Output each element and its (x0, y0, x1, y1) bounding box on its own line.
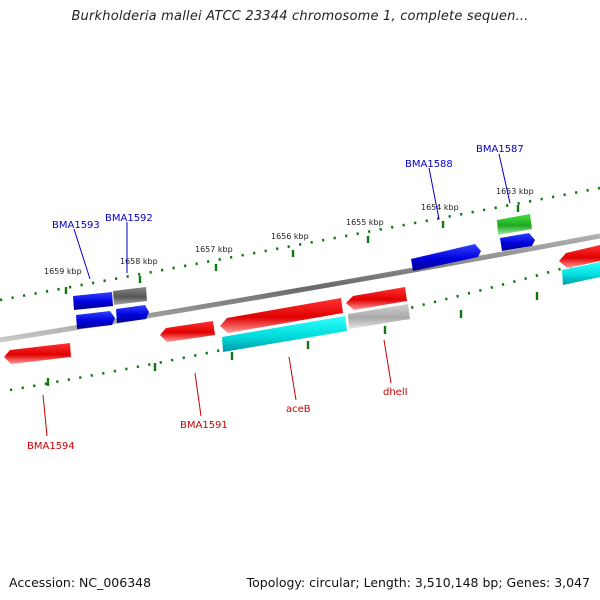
topology-summary: Topology: circular; Length: 3,510,148 bp… (246, 575, 590, 590)
label-leader-lines (42, 153, 511, 437)
outer-tick-ring (0, 186, 600, 302)
tick-label: 1655 kbp (346, 218, 384, 227)
pseudo-gene-feature[interactable] (113, 287, 147, 305)
gene-label[interactable]: aceB (286, 404, 311, 415)
gene-arrow-offscreen[interactable] (559, 245, 600, 268)
rna-feature[interactable] (497, 214, 532, 235)
gene-label[interactable]: BMA1592 (105, 213, 153, 224)
tick-label: 1659 kbp (44, 267, 82, 276)
tick-label: 1656 kbp (271, 232, 309, 241)
tick-label: 1653 kbp (496, 187, 534, 196)
gene-arrow-bma1591[interactable] (160, 321, 215, 342)
tick-label: 1657 kbp (195, 245, 233, 254)
outer-major-ticks (64, 205, 520, 294)
gene-arrow-bma1587[interactable] (500, 233, 535, 251)
tick-label: 1654 kbp (421, 203, 459, 212)
gene-label[interactable]: BMA1593 (52, 220, 100, 231)
gene-label[interactable]: BMA1591 (180, 420, 228, 431)
gray-feature[interactable] (348, 304, 410, 329)
gene-arrow-bma1594[interactable] (4, 343, 71, 364)
cyan-feature[interactable] (562, 262, 600, 285)
cyan-feature[interactable] (222, 316, 347, 352)
gene-arrow-dheli[interactable] (346, 287, 407, 310)
reverse-features[interactable] (4, 245, 600, 364)
gene-arrow-bma1588[interactable] (411, 244, 481, 271)
gene-arrow-cds[interactable] (76, 311, 115, 329)
gene-arrow-bma1593[interactable] (73, 292, 113, 310)
gene-label[interactable]: BMA1588 (405, 159, 453, 170)
map-title: Burkholderia mallei ATCC 23344 chromosom… (71, 9, 529, 24)
forward-features[interactable] (73, 214, 535, 329)
tick-label: 1658 kbp (120, 257, 158, 266)
gene-label[interactable]: BMA1594 (27, 441, 75, 452)
inner-major-ticks (46, 292, 539, 386)
gene-arrow-cds[interactable] (116, 305, 149, 323)
gene-label[interactable]: BMA1587 (476, 144, 524, 155)
accession-text: Accession: NC_006348 (9, 575, 152, 590)
gene-arrow-aceb[interactable] (220, 298, 343, 333)
gene-label[interactable]: dhelI (383, 387, 408, 398)
